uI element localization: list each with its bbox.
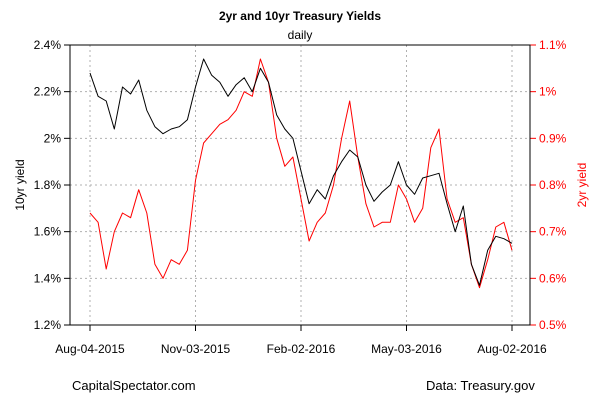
- y-left-tick-label: 2%: [44, 131, 62, 145]
- y-right-tick-label: 0.9%: [539, 131, 567, 145]
- x-tick-label: Aug-04-2015: [55, 342, 125, 356]
- series-lines: [89, 58, 513, 289]
- y-left-tick-label: 1.8%: [34, 178, 62, 192]
- grid-lines: [70, 44, 530, 326]
- plot-border: [69, 44, 531, 326]
- y-right-tick-label: 1.1%: [539, 38, 567, 52]
- x-tick-label: Feb-02-2016: [267, 342, 336, 356]
- y-axis-label-right: 2yr yield: [575, 163, 589, 208]
- chart-subtitle: daily: [288, 28, 313, 42]
- axes: Aug-04-2015 Nov-03-2015 Feb-02-2016 May-03-…: [34, 38, 567, 356]
- y-left-tick-label: 1.4%: [34, 271, 62, 285]
- y-right-tick-label: 0.7%: [539, 225, 567, 239]
- footer-source-left: CapitalSpectator.com: [72, 378, 196, 393]
- y-axis-label-left: 10yr yield: [13, 159, 27, 210]
- x-tick-label: May-03-2016: [371, 342, 442, 356]
- y-left-tick-label: 1.2%: [34, 318, 62, 332]
- y-left-tick-label: 2.4%: [34, 38, 62, 52]
- y-left-tick-label: 2.2%: [34, 85, 62, 99]
- chart-title: 2yr and 10yr Treasury Yields: [219, 9, 381, 23]
- x-tick-label: Nov-03-2015: [161, 342, 231, 356]
- y-right-tick-label: 0.6%: [539, 271, 567, 285]
- footer-source-right: Data: Treasury.gov: [426, 378, 535, 393]
- y-right-tick-label: 1%: [539, 85, 557, 99]
- y-right-tick-label: 0.5%: [539, 318, 567, 332]
- y-right-tick-label: 0.8%: [539, 178, 567, 192]
- series-line-10yr: [89, 58, 513, 286]
- x-tick-label: Aug-02-2016: [477, 342, 547, 356]
- y-left-tick-label: 1.6%: [34, 225, 62, 239]
- series-line-2yr: [89, 58, 513, 289]
